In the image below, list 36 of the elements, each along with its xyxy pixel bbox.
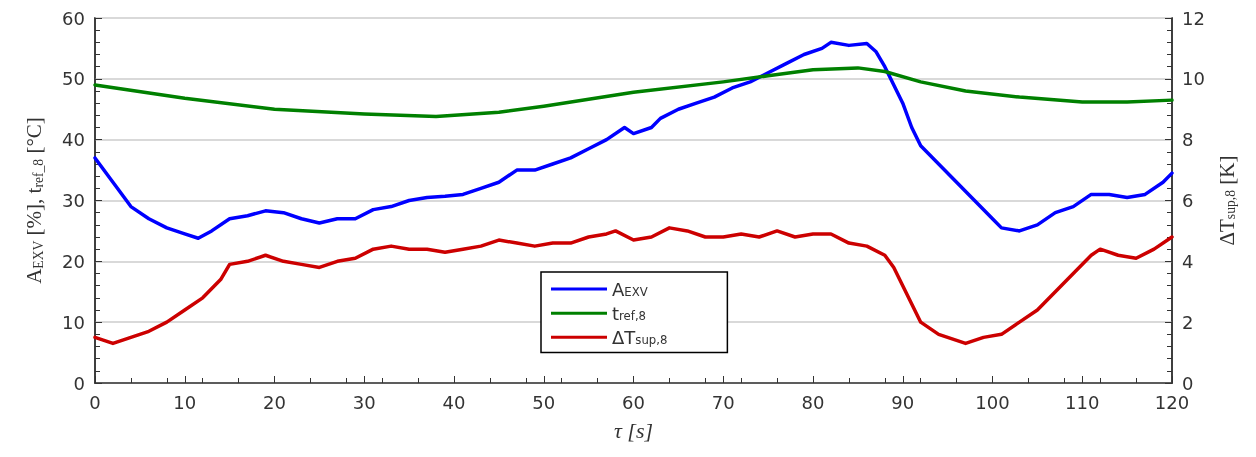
x-axis-title: τ [s] [613, 417, 654, 443]
x-tick-label: 100 [975, 391, 1010, 413]
y2-tick-label: 12 [1182, 7, 1205, 29]
y-tick-label: 60 [62, 7, 85, 29]
y-tick-label: 40 [62, 129, 85, 151]
y2-tick-label: 10 [1182, 68, 1205, 90]
x-tick-label: 0 [89, 391, 101, 413]
y2-tick-label: 4 [1182, 250, 1194, 272]
x-tick-label: 40 [442, 391, 466, 413]
x-tick-label: 90 [891, 391, 915, 413]
x-tick-label: 10 [173, 391, 197, 413]
y-tick-label: 0 [73, 372, 85, 394]
x-tick-label: 70 [711, 391, 735, 413]
x-tick-label: 50 [532, 391, 556, 413]
y-tick-label: 30 [62, 190, 85, 211]
x-tick-label: 80 [801, 391, 825, 413]
line-series [93, 226, 1174, 346]
x-tick-label: 120 [1154, 391, 1190, 413]
y2-tick-label: 0 [1182, 372, 1194, 394]
legend-label: ΔTsup,8 [612, 326, 668, 348]
y2-tick-label: 8 [1182, 129, 1194, 151]
y-tick-label: 10 [62, 311, 85, 333]
x-tick-label: 20 [263, 391, 286, 413]
y2-axis-title: ΔTsup,8 [K] [1214, 155, 1239, 246]
y2-tick-label: 2 [1182, 311, 1194, 333]
legend-label: tref,8 [612, 302, 647, 324]
line-series [93, 40, 1174, 240]
legend-label: AEXV [612, 278, 648, 300]
y2-tick-label: 6 [1182, 190, 1194, 211]
y-tick-label: 20 [62, 250, 85, 272]
y-tick-label: 50 [62, 68, 85, 90]
x-tick-label: 30 [352, 391, 376, 413]
line-series [93, 66, 1174, 119]
x-tick-label: 60 [622, 391, 645, 413]
y-axis-title: AEXV [%], tref_8 [°C] [22, 117, 47, 284]
x-tick-label: 110 [1065, 391, 1100, 413]
